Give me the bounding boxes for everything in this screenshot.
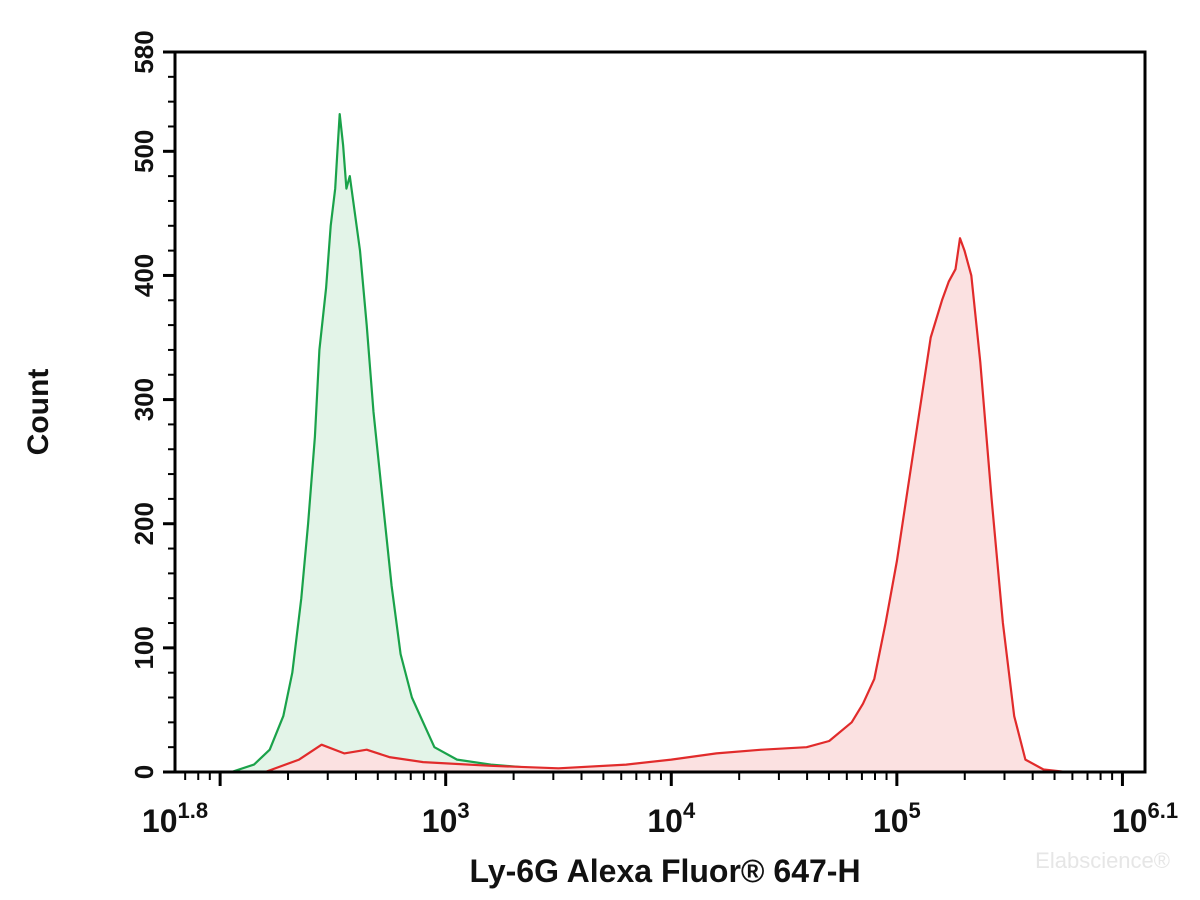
y-axis-title: Count bbox=[22, 369, 55, 456]
y-tick-label: 580 bbox=[129, 30, 159, 73]
y-tick-label: 500 bbox=[129, 130, 159, 173]
axis-layer: 0 100 200 300 400 500 580 101.8 103 104 105 106.1 bbox=[129, 30, 1178, 839]
y-tick-label: 300 bbox=[129, 378, 159, 421]
y-tick-label: 100 bbox=[129, 626, 159, 669]
y-tick-label: 0 bbox=[129, 765, 159, 779]
x-tick-label: 104 bbox=[647, 798, 696, 839]
y-tick-label: 400 bbox=[129, 254, 159, 297]
series-layer bbox=[231, 112, 1067, 774]
x-tick-label: 105 bbox=[873, 798, 921, 839]
x-tick-label: 103 bbox=[422, 798, 470, 839]
series-1-area bbox=[231, 114, 627, 773]
series-1-line bbox=[231, 112, 627, 774]
series-2-line bbox=[264, 237, 1067, 774]
x-axis-title: Ly-6G Alexa Fluor® 647-H bbox=[469, 853, 860, 889]
x-tick-label: 106.1 bbox=[1112, 798, 1178, 839]
x-tick-label: 101.8 bbox=[142, 798, 208, 839]
y-tick-label: 200 bbox=[129, 502, 159, 545]
watermark-text: Elabscience® bbox=[1035, 848, 1170, 873]
